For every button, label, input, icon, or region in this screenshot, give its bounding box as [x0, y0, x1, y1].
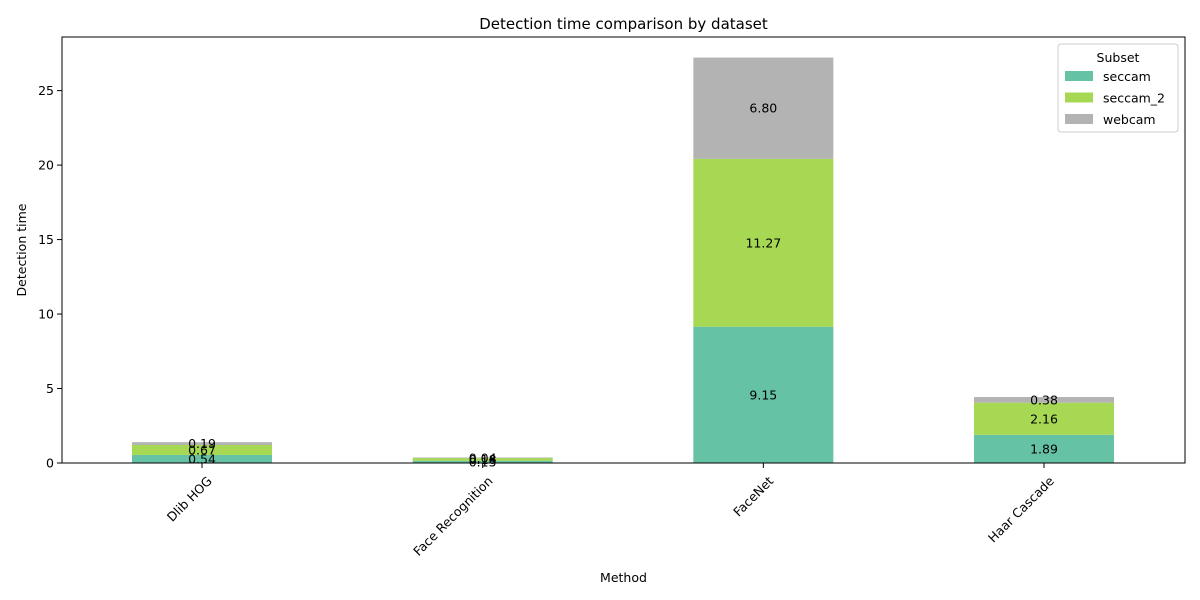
- plot-frame: [61, 36, 1186, 464]
- legend-label-seccam_2: seccam_2: [1103, 91, 1165, 106]
- bar-seccam-2: [693, 326, 834, 463]
- legend-swatch-seccam: [1065, 71, 1093, 81]
- x-tick-label: Haar Cascade: [985, 473, 1057, 545]
- legend-label-seccam: seccam: [1103, 69, 1151, 84]
- data-label-webcam-3: 0.38: [1030, 392, 1058, 407]
- y-axis-label: Detection time: [14, 203, 29, 296]
- bar-webcam-2: [693, 57, 834, 159]
- legend-box: [1057, 43, 1179, 133]
- bar-seccam_2-3: [974, 402, 1115, 435]
- bar-webcam-3: [974, 397, 1115, 403]
- y-tick-label: 20: [38, 158, 54, 173]
- data-label-seccam-3: 1.89: [1030, 441, 1058, 456]
- data-label-webcam-0: 0.19: [188, 436, 216, 451]
- data-label-seccam_2-0: 0.67: [188, 442, 216, 457]
- x-tick-label: Dlib HOG: [164, 473, 215, 524]
- data-labels-layer: 0.540.670.190.150.180.049.1511.276.801.8…: [188, 101, 1058, 470]
- bar-seccam-3: [974, 434, 1115, 463]
- bar-seccam-1: [412, 460, 553, 463]
- legend-title: Subset: [1097, 50, 1140, 65]
- data-label-seccam-2: 9.15: [749, 387, 777, 402]
- chart-title: Detection time comparison by dataset: [479, 15, 768, 33]
- y-tick-label: 10: [38, 307, 54, 322]
- data-label-seccam_2-3: 2.16: [1030, 411, 1058, 426]
- x-axis-label: Method: [600, 570, 647, 585]
- bars-layer: [132, 57, 1115, 463]
- data-label-webcam-2: 6.80: [749, 101, 777, 116]
- bar-webcam-1: [412, 457, 553, 459]
- data-label-webcam-1: 0.04: [469, 450, 497, 465]
- y-tick-label: 25: [38, 83, 54, 98]
- x-tick-label: Face Recognition: [410, 473, 495, 558]
- data-label-seccam_2-2: 11.27: [745, 235, 781, 250]
- bar-seccam-0: [132, 454, 272, 463]
- bar-webcam-0: [132, 442, 272, 445]
- legend-swatch-webcam: [1065, 114, 1093, 124]
- y-axis: 0 5 10 15 20 25: [38, 83, 62, 471]
- bar-seccam_2-0: [132, 444, 272, 455]
- y-tick-label: 0: [46, 456, 54, 471]
- legend-swatch-seccam_2: [1065, 92, 1093, 103]
- x-axis: Dlib HOG Face Recognition FaceNet Haar Casc…: [164, 463, 1057, 559]
- y-tick-label: 5: [46, 381, 54, 396]
- y-tick-label: 15: [38, 232, 54, 247]
- x-tick-label: FaceNet: [730, 473, 776, 519]
- legend-label-webcam: webcam: [1103, 112, 1156, 127]
- bar-seccam_2-2: [693, 158, 834, 327]
- bar-seccam_2-1: [412, 458, 553, 461]
- data-label-seccam-1: 0.15: [469, 454, 497, 469]
